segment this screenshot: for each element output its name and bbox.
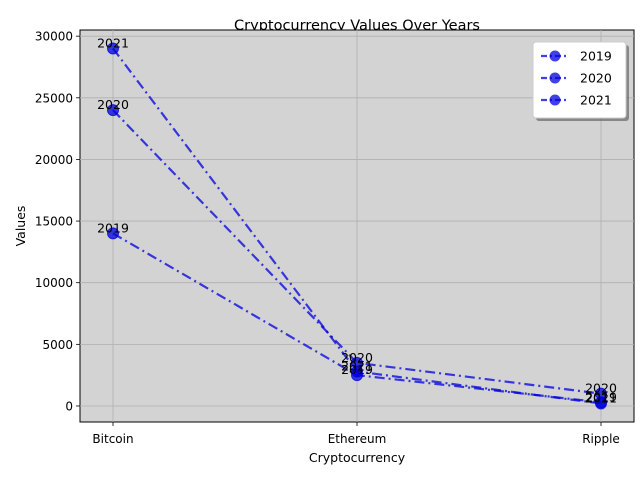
data-point: [107, 42, 119, 55]
point-label: 2020: [97, 97, 129, 112]
x-axis-ticks: Bitcoin Ethereum Ripple: [92, 422, 620, 446]
legend-label: 2020: [580, 71, 612, 86]
data-point: [595, 397, 607, 410]
legend-label: 2019: [580, 49, 612, 64]
series-line: [112, 109, 602, 395]
point-label: 2020: [585, 381, 617, 396]
point-label: 2021: [97, 35, 129, 50]
point-label: 2021: [341, 358, 373, 373]
data-point: [107, 104, 119, 117]
point-label: 2019: [341, 362, 373, 377]
x-tick-label: Bitcoin: [92, 432, 133, 446]
legend-label: 2021: [580, 93, 612, 108]
y-tick-label: 30000: [35, 30, 73, 44]
y-tick-label: 5000: [42, 338, 73, 352]
x-tick-label: Ethereum: [328, 432, 387, 446]
x-tick-label: Ripple: [582, 432, 620, 446]
y-tick-label: 15000: [35, 215, 73, 229]
y-axis-label: Values: [13, 206, 28, 247]
legend-marker: [549, 94, 561, 106]
data-point: [351, 365, 363, 378]
point-label: 2019: [585, 389, 617, 404]
point-label: 2019: [97, 220, 129, 235]
y-tick-label: 0: [65, 399, 73, 413]
legend-marker: [549, 72, 561, 84]
point-label: 2021: [585, 391, 617, 406]
legend: 2019 2020 2021: [532, 41, 629, 121]
y-tick-label: 20000: [35, 153, 73, 167]
y-axis-ticks: 0 5000 10000 15000 20000 25000 30000: [35, 30, 80, 413]
y-tick-label: 10000: [35, 276, 73, 290]
point-label: 2020: [341, 350, 373, 365]
y-tick-label: 25000: [35, 91, 73, 105]
legend-marker: [549, 50, 561, 62]
series-lines: [107, 42, 607, 410]
data-point: [107, 227, 119, 240]
x-axis-label: Cryptocurrency: [309, 450, 406, 465]
